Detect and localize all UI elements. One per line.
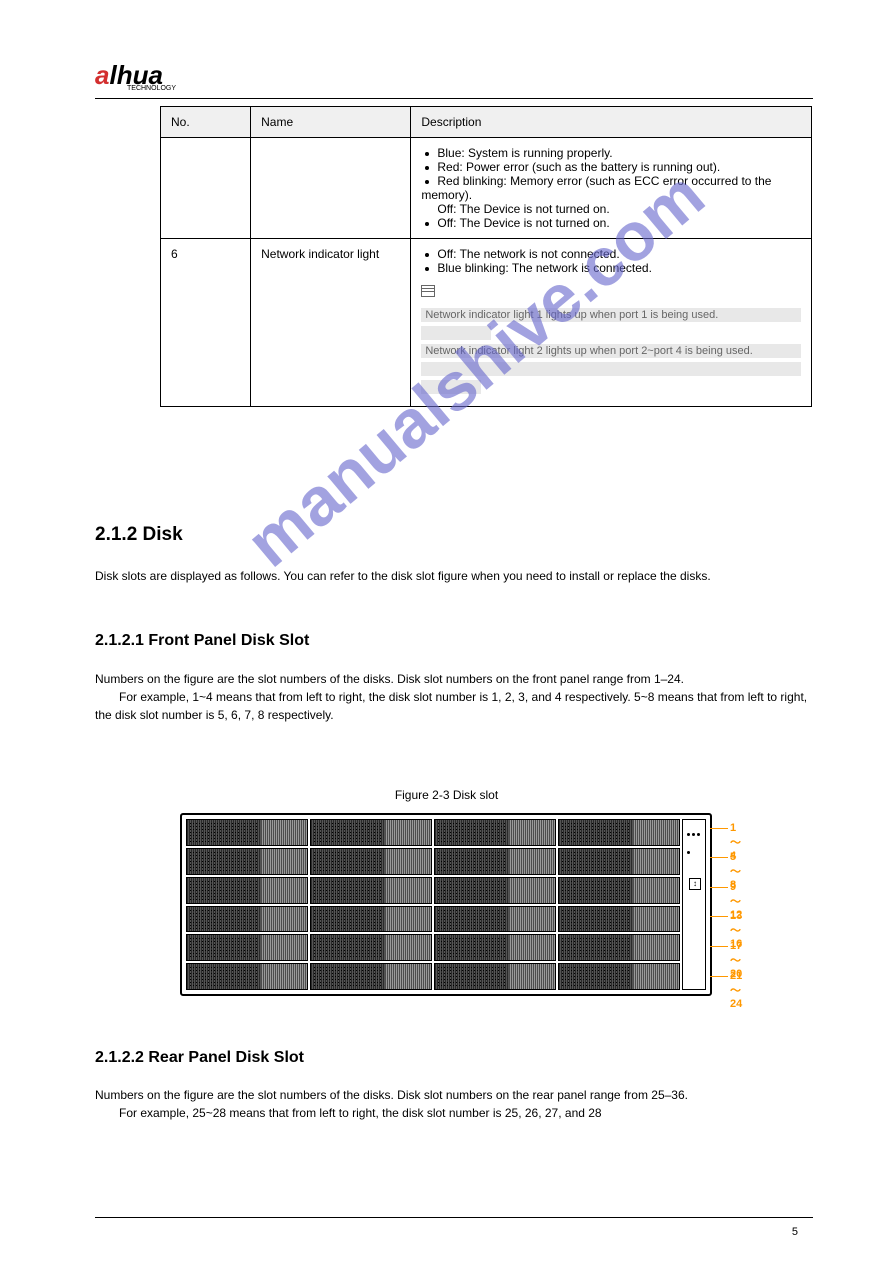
drive-bay: [186, 906, 308, 933]
drive-bay: [558, 934, 680, 961]
logo-tagline: TECHNOLOGY: [127, 85, 176, 92]
rack-side-panel: ↕: [682, 819, 706, 990]
drive-bay: [434, 906, 556, 933]
cell-name: [251, 138, 411, 239]
cell-desc: Blue: System is running properly. Red: P…: [411, 138, 812, 239]
cell-no: [161, 138, 251, 239]
figure-caption: Figure 2-3 Disk slot: [0, 788, 893, 802]
disk-slot-figure: ↕ 1～4 5～8 9～12 13～16: [180, 813, 743, 996]
drive-bay: [434, 877, 556, 904]
drive-bay: [310, 848, 432, 875]
drive-bay: [310, 906, 432, 933]
page-number: 5: [792, 1226, 798, 1238]
drive-bay: [434, 963, 556, 990]
note-icon: [421, 285, 435, 297]
note-line: Network indicator light 1 lights up when…: [421, 308, 801, 322]
drive-bay: [434, 819, 556, 846]
rack-chassis: ↕: [180, 813, 712, 996]
disk-intro-paragraph: Disk slots are displayed as follows. You…: [95, 567, 795, 585]
drive-bay: [434, 848, 556, 875]
drive-bay: [434, 934, 556, 961]
table-header-desc: Description: [411, 107, 812, 138]
footer-divider: [95, 1217, 813, 1218]
table-header-name: Name: [251, 107, 411, 138]
front-slot-paragraph: Numbers on the figure are the slot numbe…: [95, 670, 813, 724]
heading-disk: 2.1.2 Disk: [95, 524, 183, 546]
drive-bay: [310, 934, 432, 961]
table-header-no: No.: [161, 107, 251, 138]
cell-name: Network indicator light: [251, 239, 411, 407]
drive-bay: [558, 906, 680, 933]
logo-letter: a: [95, 60, 109, 90]
indicator-table: No. Name Description Blue: System is run…: [160, 106, 812, 407]
header-divider: [95, 98, 813, 99]
heading-rear-slot: 2.1.2.2 Rear Panel Disk Slot: [95, 1049, 304, 1067]
drive-bay: [310, 819, 432, 846]
cell-desc: Off: The network is not connected. Blue …: [411, 239, 812, 407]
drive-bay: [186, 934, 308, 961]
annotation-line: [710, 916, 728, 917]
table-row: 6 Network indicator light Off: The netwo…: [161, 239, 812, 407]
heading-front-slot: 2.1.2.1 Front Panel Disk Slot: [95, 632, 309, 650]
brand-logo: alhua TECHNOLOGY: [95, 60, 176, 92]
drive-bay: [186, 819, 308, 846]
drive-bay: [186, 877, 308, 904]
rear-slot-paragraph: Numbers on the figure are the slot numbe…: [95, 1086, 813, 1122]
annotation-line: [710, 946, 728, 947]
annotation-line: [710, 976, 728, 977]
table-row: Blue: System is running properly. Red: P…: [161, 138, 812, 239]
annotation-label: 21～24: [730, 970, 743, 1010]
drive-bay: [186, 848, 308, 875]
drive-bay: [310, 877, 432, 904]
drive-bay: [558, 819, 680, 846]
annotation-line: [710, 828, 728, 829]
note-line: Network indicator light 2 lights up when…: [421, 344, 801, 358]
drive-bay: [186, 963, 308, 990]
drive-bay: [558, 963, 680, 990]
drive-bay: [558, 877, 680, 904]
cell-no: 6: [161, 239, 251, 407]
drive-bay: [558, 848, 680, 875]
annotation-line: [710, 887, 728, 888]
annotation-line: [710, 857, 728, 858]
drive-bay: [310, 963, 432, 990]
